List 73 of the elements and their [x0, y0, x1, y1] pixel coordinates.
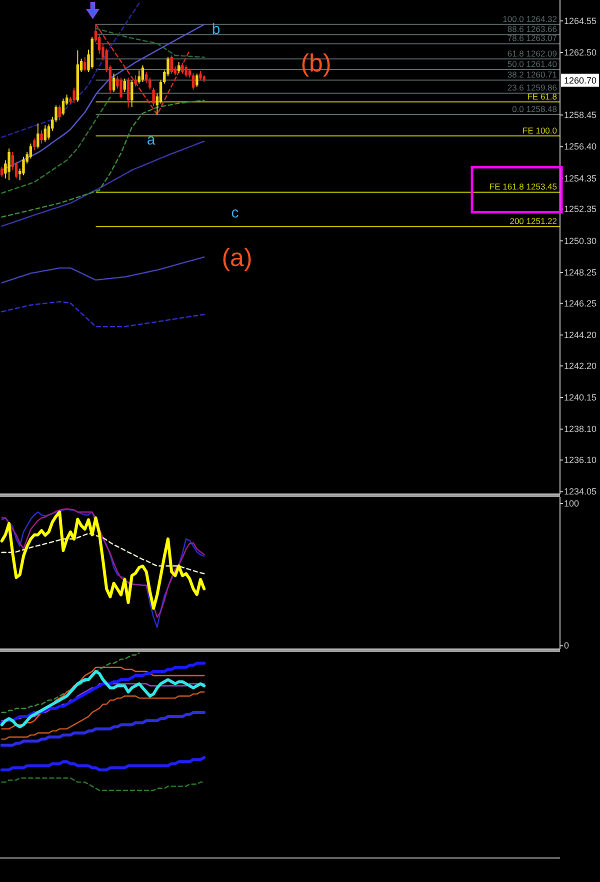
- annotation: c: [231, 204, 240, 222]
- candlestick: [144, 71, 148, 84]
- candlestick: [120, 77, 122, 100]
- y-tick-label: 1246.25: [564, 298, 597, 308]
- y-tick-label: 1242.20: [564, 360, 597, 371]
- y-tick-label: 1238.10: [564, 424, 597, 434]
- ref-line-label: FE 61.8: [527, 91, 558, 102]
- candlestick: [44, 124, 47, 142]
- y-tick-label: 1248.25: [564, 267, 597, 278]
- ref-line-label: 50.0 1261.40: [507, 58, 558, 69]
- annotation: (a): [222, 244, 252, 272]
- candlestick: [32, 138, 36, 151]
- line-series: [1, 100, 205, 218]
- y-tick-label: 1234.05: [564, 486, 597, 497]
- candlestick: [58, 104, 61, 121]
- candlestick: [199, 70, 202, 81]
- candlestick: [0, 166, 4, 178]
- candlestick: [47, 124, 50, 140]
- line-series: [1, 532, 205, 574]
- y-tick-label: 1250.30: [564, 236, 597, 246]
- ref-line-label: 100.0 1264.32: [502, 14, 558, 24]
- y-tick-label: 1254.35: [564, 173, 597, 184]
- y-tick-label: 1240.15: [564, 392, 597, 403]
- line-series: [1, 96, 111, 194]
- candlestick: [184, 64, 188, 78]
- candlestick: [170, 54, 173, 74]
- ref-line-label: 200 1251.22: [510, 216, 558, 226]
- y-tick-label: 1236.10: [564, 455, 597, 466]
- line-series: [95, 28, 205, 58]
- candlestick: [8, 148, 10, 181]
- line-series: [1, 301, 205, 328]
- annotation: b: [212, 20, 220, 38]
- ref-line-label: 38.2 1260.71: [507, 70, 558, 80]
- ref-line-label: 61.8 1262.09: [507, 48, 558, 58]
- candlestick: [141, 64, 144, 82]
- annotation: a: [146, 132, 156, 148]
- candlestick: [196, 73, 198, 88]
- line-series: [1, 256, 205, 284]
- candlestick: [130, 80, 134, 108]
- candlestick: [36, 123, 40, 150]
- candlestick: [62, 98, 65, 116]
- y-tick-label: 1258.45: [564, 110, 597, 120]
- candlestick: [84, 56, 86, 72]
- y-tick-label: 100: [564, 498, 580, 509]
- y-tick-label: 1262.50: [564, 47, 597, 58]
- candlestick: [98, 33, 101, 54]
- candlestick: [192, 72, 195, 90]
- ref-line-label: 0.0 1258.48: [512, 104, 558, 114]
- candlestick: [134, 74, 137, 87]
- ref-line-label: FE 161.8 1253.45: [489, 182, 558, 192]
- candlestick: [152, 87, 155, 107]
- annotation: (b): [300, 49, 332, 78]
- ref-line-label: 23.6 1259.86: [507, 82, 558, 93]
- ref-line-label: 88.6 1263.66: [507, 24, 558, 34]
- ref-line-label: FE 100.0: [522, 125, 558, 136]
- line-series: [1, 2, 140, 138]
- candlestick: [126, 77, 130, 108]
- y-tick-label: 1244.20: [564, 330, 597, 340]
- candlestick: [29, 143, 32, 160]
- y-tick-label: 1256.40: [564, 142, 597, 152]
- annotation: 1260.70: [564, 75, 597, 86]
- line-series: [95, 24, 190, 116]
- candlestick: [181, 62, 184, 74]
- ref-line-label: 78.6 1263.07: [507, 33, 558, 44]
- candlestick: [22, 156, 25, 176]
- y-tick-label: 1252.35: [564, 204, 597, 214]
- candlestick: [123, 78, 126, 93]
- y-tick-label: 1264.55: [564, 16, 597, 26]
- y-tick-label: 0: [564, 640, 570, 651]
- candlestick: [112, 73, 116, 93]
- candlestick: [138, 70, 140, 84]
- candlestick: [40, 130, 43, 144]
- candlestick: [72, 87, 76, 104]
